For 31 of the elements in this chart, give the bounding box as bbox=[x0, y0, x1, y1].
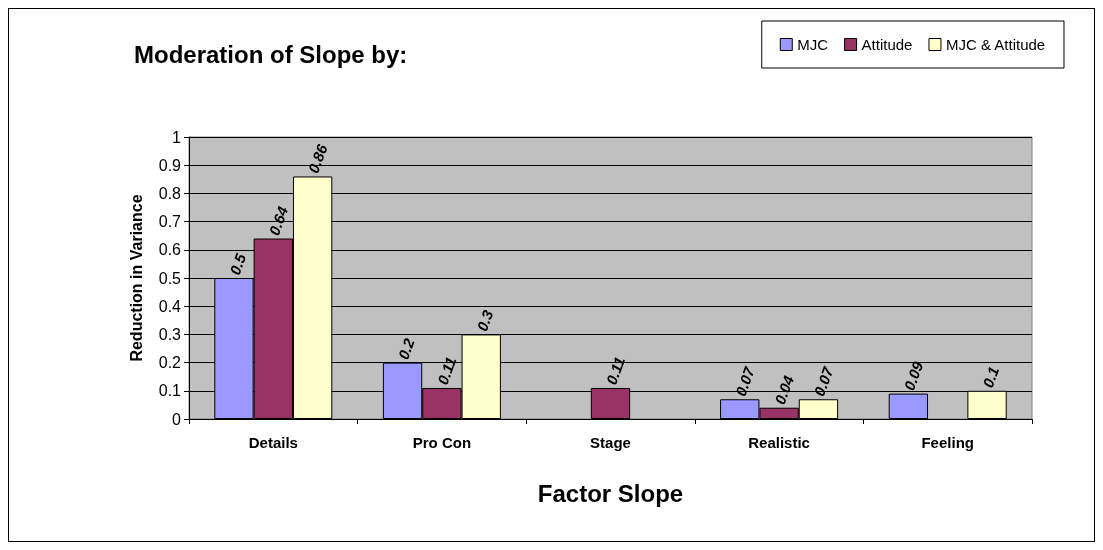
x-axis-title: Factor Slope bbox=[537, 479, 684, 507]
y-tick-label: 0.9 bbox=[158, 156, 182, 174]
legend-label: MJC bbox=[797, 36, 829, 53]
x-tick-label: Realistic bbox=[748, 434, 810, 451]
x-tick-label: Details bbox=[248, 434, 298, 451]
y-tick-label: 0.3 bbox=[158, 325, 182, 343]
x-tick-label: Stage bbox=[590, 434, 631, 451]
y-tick-label: 0.6 bbox=[158, 241, 182, 259]
y-tick-label: 0.2 bbox=[158, 354, 182, 372]
data-label: 0.2 bbox=[394, 335, 418, 362]
y-tick-label: 0.1 bbox=[158, 382, 182, 400]
data-label: 0.3 bbox=[473, 307, 497, 334]
data-label: 0.07 bbox=[731, 364, 758, 399]
x-tick-label: Pro Con bbox=[412, 434, 472, 451]
data-label: 0.11 bbox=[602, 354, 629, 387]
chart-title: Moderation of Slope by: bbox=[134, 40, 408, 68]
data-label: 0.1 bbox=[979, 364, 1003, 390]
y-tick-label: 0.4 bbox=[158, 297, 182, 315]
data-label: 0.07 bbox=[810, 364, 837, 399]
data-label: 0.5 bbox=[225, 250, 250, 277]
y-tick-label: 0.5 bbox=[158, 269, 182, 287]
y-tick-label: 1 bbox=[172, 128, 182, 146]
y-tick-label: 0 bbox=[172, 410, 182, 428]
y-axis-title: Reduction in Variance bbox=[127, 194, 145, 362]
x-tick-label: Feeling bbox=[921, 434, 974, 451]
legend-label: MJC & Attitude bbox=[945, 36, 1046, 53]
data-label: 0.04 bbox=[771, 372, 798, 407]
y-tick-label: 0.7 bbox=[158, 213, 182, 231]
y-tick-label: 0.8 bbox=[158, 184, 182, 202]
legend-label: Attitude bbox=[861, 36, 913, 53]
data-label: 0.09 bbox=[900, 358, 927, 393]
